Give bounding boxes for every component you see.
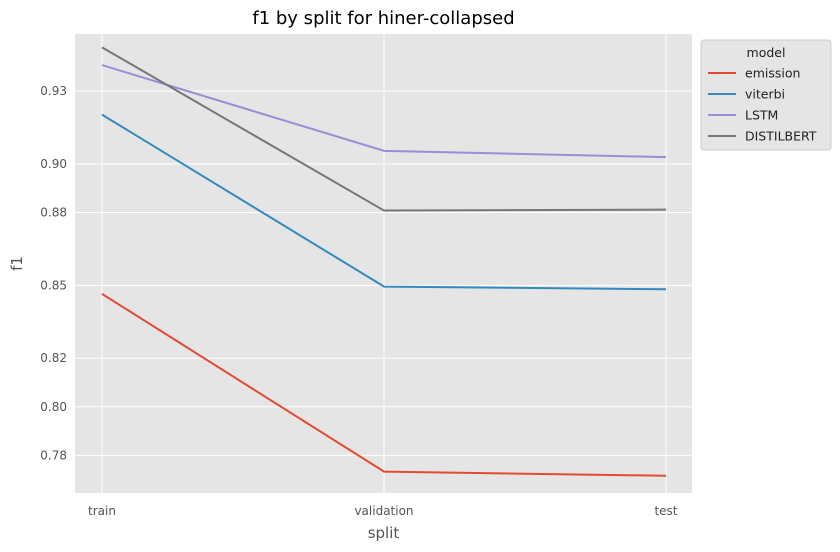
y-axis-label: f1 <box>8 256 26 271</box>
legend-label-distilbert: DISTILBERT <box>745 129 817 144</box>
x-axis-label: split <box>368 524 400 542</box>
y-tick-label: 0.85 <box>40 278 67 292</box>
x-tick-label: validation <box>354 504 413 518</box>
series-line-viterbi <box>101 113 667 291</box>
chart-title: f1 by split for hiner-collapsed <box>252 8 514 29</box>
x-tick-label: test <box>654 504 677 518</box>
y-tick-label: 0.93 <box>40 84 67 98</box>
series-line-lstm <box>101 64 667 159</box>
series-lines <box>101 46 667 477</box>
legend-label-emission: emission <box>745 66 800 81</box>
y-tick-label: 0.88 <box>40 206 67 220</box>
y-tick-label: 0.78 <box>40 448 67 462</box>
y-tick-label: 0.82 <box>40 351 67 365</box>
x-tick-label: train <box>88 504 116 518</box>
legend: model emission viterbi LSTM DISTILBERT <box>700 39 832 151</box>
legend-items: emission viterbi LSTM DISTILBERT <box>708 66 817 144</box>
series-line-emission <box>101 293 667 477</box>
legend-title: model <box>747 45 786 60</box>
grid-lines <box>75 34 692 493</box>
legend-label-viterbi: viterbi <box>745 87 785 102</box>
y-tick-label: 0.80 <box>40 400 67 414</box>
x-axis-ticks: train validation test <box>88 504 678 518</box>
legend-label-lstm: LSTM <box>745 108 778 123</box>
legend-box <box>700 39 832 151</box>
y-axis-ticks: 0.78 0.80 0.82 0.85 0.88 0.90 0.93 <box>40 84 67 462</box>
series-line-distilbert <box>101 46 667 212</box>
y-tick-label: 0.90 <box>40 157 67 171</box>
